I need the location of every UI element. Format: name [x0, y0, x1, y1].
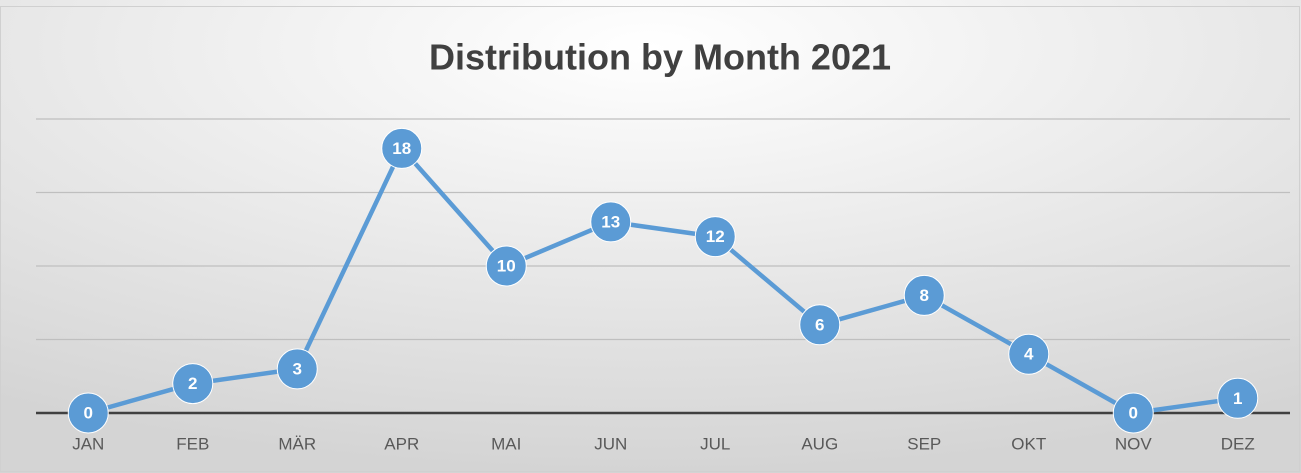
data-label: 13 — [601, 212, 620, 231]
x-tick-label: MÄR — [278, 434, 316, 453]
data-label: 4 — [1024, 345, 1034, 364]
x-tick-label: MAI — [491, 434, 521, 453]
data-point — [590, 201, 632, 243]
x-tick-label: JUN — [594, 434, 627, 453]
chart-title: Distribution by Month 2021 — [429, 37, 891, 78]
data-point — [172, 363, 214, 405]
data-point — [1217, 377, 1259, 419]
data-label: 2 — [188, 374, 197, 393]
x-tick-label: APR — [384, 434, 419, 453]
data-point — [381, 127, 423, 169]
data-point — [799, 304, 841, 346]
data-point — [67, 392, 109, 434]
data-label: 18 — [392, 139, 411, 158]
data-point — [1112, 392, 1154, 434]
x-tick-label: SEP — [907, 434, 941, 453]
data-label: 6 — [815, 315, 824, 334]
x-tick-label: NOV — [1115, 434, 1153, 453]
data-label: 3 — [293, 359, 302, 378]
data-label: 10 — [497, 256, 516, 275]
data-point — [485, 245, 527, 287]
chart-border — [0, 6, 1300, 472]
x-tick-label: AUG — [801, 434, 838, 453]
data-point — [903, 274, 945, 316]
x-tick-label: DEZ — [1221, 434, 1255, 453]
data-label: 8 — [920, 286, 929, 305]
x-tick-label: OKT — [1011, 434, 1046, 453]
x-tick-label: JUL — [700, 434, 730, 453]
data-point — [694, 216, 736, 258]
x-tick-label: FEB — [176, 434, 209, 453]
data-label: 0 — [84, 403, 93, 422]
x-tick-label: JAN — [72, 434, 104, 453]
data-label: 0 — [1129, 403, 1138, 422]
data-point — [276, 348, 318, 390]
data-point — [1008, 333, 1050, 375]
data-label: 1 — [1233, 389, 1242, 408]
data-label: 12 — [706, 227, 725, 246]
